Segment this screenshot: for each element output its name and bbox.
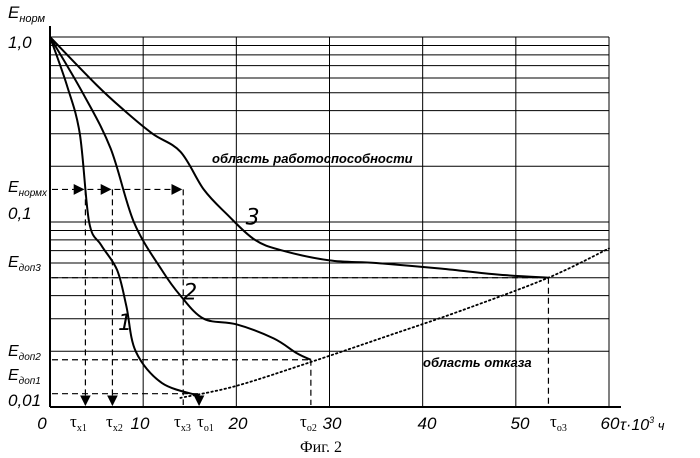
figure-caption: Фиг. 2 [300,439,342,456]
y-tick-label: 0,01 [8,391,41,410]
series-1-curve [50,37,199,396]
x-tick-label: 30 [323,414,342,433]
level-label-доп1: Eдоп1 [8,367,41,387]
chart-labels: 12301020304050601,00,10,01Eнормτ·103 чEн… [8,3,665,434]
tau-label-x1: τx1 [70,412,87,434]
series-2-label: 2 [183,281,197,306]
x-tick-label: 40 [418,414,437,433]
x-tick-label: 50 [511,414,530,433]
tau-label-o3: τo3 [550,412,567,434]
region-operable-label: область работоспособности [212,151,413,166]
tau-label-x3: τx3 [174,412,191,434]
x-axis-title: τ·103 ч [620,415,665,434]
level-label-доп2: Eдоп2 [8,343,41,363]
series-2-curve [50,37,311,360]
series-1-label: 1 [118,311,132,336]
region-failure-label: область отказа [423,355,532,370]
series-3-label: 3 [246,205,260,230]
y-tick-label: 1,0 [8,33,32,52]
x-tick-label: 10 [131,414,150,433]
failure-boundary-curve [180,248,609,398]
tau-label-o1: τo1 [197,412,214,434]
level-label-доп3: Eдоп3 [8,254,41,274]
x-tick-label: 20 [228,414,248,433]
x-tick-label: 60 [601,414,620,433]
y-tick-label: 0,1 [8,204,32,223]
tau-label-x2: τx2 [106,412,123,434]
x-tick-label: 0 [37,414,47,433]
level-label-нормх: Eнормх [8,179,48,199]
tau-label-o2: τo2 [300,412,317,434]
y-axis-title: Eнорм [8,3,46,25]
